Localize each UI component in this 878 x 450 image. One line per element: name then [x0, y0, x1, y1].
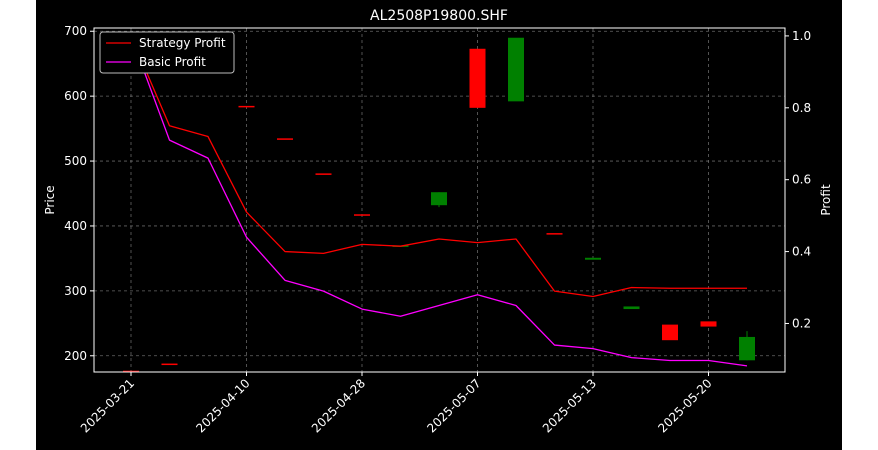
- figure-background: [36, 0, 842, 450]
- candle-down: [354, 214, 370, 216]
- candle-down: [469, 48, 486, 108]
- y-left-tick-label: 200: [64, 349, 87, 363]
- y-axis-right-label: Profit: [819, 184, 833, 216]
- y-right-tick-label: 0.6: [792, 173, 811, 187]
- candle-down: [662, 324, 678, 341]
- candle-down: [546, 233, 563, 235]
- candle-down: [161, 363, 178, 366]
- y-left-tick-label: 500: [64, 154, 87, 168]
- candle-up: [585, 257, 601, 260]
- y-left-tick-label: 400: [64, 219, 87, 233]
- y-axis-right: 0.2 0.4 0.6 0.8 1.0: [785, 29, 811, 330]
- y-left-tick-label: 300: [64, 284, 87, 298]
- legend-label-basic: Basic Profit: [139, 55, 206, 69]
- y-right-tick-label: 1.0: [792, 29, 811, 43]
- legend-label-strategy: Strategy Profit: [139, 36, 226, 50]
- candle-down: [700, 321, 717, 327]
- y-right-tick-label: 0.2: [792, 316, 811, 330]
- basic-profit-line: [130, 35, 748, 367]
- y-axis-left-label: Price: [43, 185, 57, 214]
- legend-box: [99, 31, 235, 74]
- strategy-profit-line: [130, 35, 747, 298]
- profit-lines: [130, 35, 748, 367]
- plot-frame: [93, 27, 786, 373]
- y-left-tick-label: 600: [64, 89, 87, 103]
- candle-up: [739, 336, 755, 361]
- candle-down: [123, 370, 139, 373]
- chart-title: AL2508P19800.SHF: [370, 8, 508, 24]
- y-left-tick-label: 700: [64, 24, 87, 38]
- y-axis-left: 200 300 400 500 600 700: [64, 24, 94, 363]
- candle-down: [315, 173, 332, 175]
- candle-up: [508, 37, 524, 102]
- candle-up: [431, 192, 447, 206]
- y-right-tick-label: 0.8: [792, 101, 811, 115]
- candle-down: [277, 138, 293, 140]
- candle-up: [623, 306, 640, 310]
- candle-down: [238, 105, 255, 108]
- y-right-tick-label: 0.4: [792, 245, 811, 259]
- legend: Strategy Profit Basic Profit: [99, 31, 235, 74]
- candlesticks: [123, 37, 755, 373]
